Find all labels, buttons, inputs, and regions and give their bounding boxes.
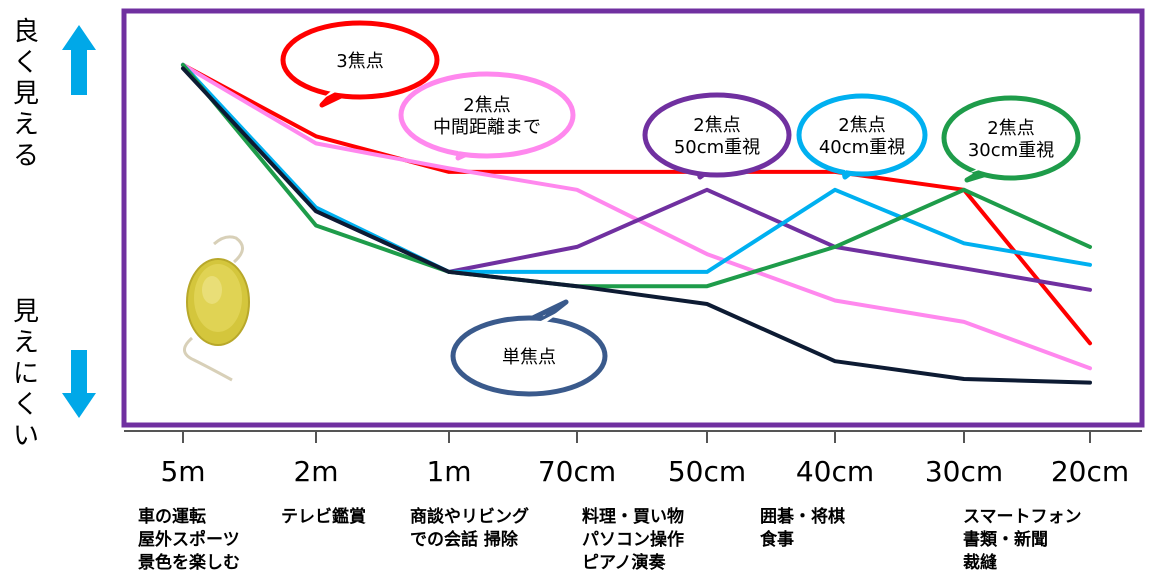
- x-ticks: 5m 2m 1m 70cm 50cm 40cm 30cm 20cm: [160, 431, 1129, 488]
- callout-5: 単焦点: [450, 299, 608, 397]
- series-line-5: [181, 66, 1092, 385]
- y-label-bottom-char: く: [13, 390, 39, 420]
- x-tick-label: 70cm: [538, 455, 616, 488]
- callout-bubble: [941, 95, 1081, 181]
- y-label-top-char: 良: [13, 17, 39, 47]
- x-tick-label: 50cm: [668, 455, 746, 488]
- callout-tail-fill: [845, 156, 861, 171]
- callout-tail-fill: [458, 137, 486, 152]
- callout-tail-fill: [700, 157, 716, 171]
- callout-bubble: [642, 92, 792, 178]
- x-tick-label: 2m: [293, 455, 338, 488]
- x-tick-label: 30cm: [925, 455, 1003, 488]
- activity-label: 車の運転: [138, 506, 206, 527]
- activity-label: 囲碁・将棋: [760, 506, 845, 527]
- callout-tail-fill: [967, 160, 1010, 174]
- callout-text: 40cm重視: [819, 137, 905, 158]
- callout-bubble: [450, 315, 608, 397]
- callout-text: 2焦点: [693, 115, 740, 136]
- series-line-1: [181, 62, 1092, 371]
- y-label-bottom-char: 見: [13, 297, 39, 327]
- series-line-3: [181, 62, 1092, 274]
- callout-text: 30cm重視: [968, 140, 1054, 161]
- activity-label: 景色を楽しむ: [138, 552, 240, 573]
- callout-text: 3焦点: [336, 51, 383, 72]
- x-tick-label: 20cm: [1051, 455, 1129, 488]
- plot-frame: [121, 8, 1145, 428]
- activity-label: テレビ鑑賞: [281, 506, 366, 527]
- callout-text: 2焦点: [463, 95, 510, 116]
- y-label-top-char: 見: [13, 79, 39, 109]
- callout-text: 中間距離まで: [433, 117, 541, 138]
- activity-label: パソコン操作: [582, 529, 684, 550]
- y-label-top-char: く: [13, 48, 39, 78]
- activity-label: 裁縫: [963, 552, 998, 573]
- callout-bubble: [796, 93, 928, 177]
- x-tick-label: 5m: [160, 455, 205, 488]
- down-arrow-icon: [62, 350, 96, 418]
- series-line-0: [181, 62, 1092, 346]
- callout-bubble: [398, 71, 576, 159]
- callout-0: 3焦点: [280, 20, 440, 108]
- y-label-bottom-char: え: [13, 328, 39, 358]
- activity-label: 屋外スポーツ: [138, 529, 240, 550]
- callout-bubble: [280, 20, 440, 100]
- y-label-bottom-char: い: [13, 421, 39, 451]
- y-label-top-char: え: [13, 110, 39, 140]
- callout-text: 50cm重視: [674, 137, 760, 158]
- y-label-bottom-char: に: [13, 359, 39, 389]
- callout-tail-fill: [513, 308, 566, 336]
- callout-text: 2焦点: [838, 115, 885, 136]
- activity-label: 書類・新聞: [963, 529, 1048, 550]
- activity-label: スマートフォン: [963, 507, 1082, 527]
- activity-label: 料理・買い物: [582, 506, 684, 527]
- series-layer: [181, 62, 1092, 385]
- callout-tail-fill: [322, 79, 359, 99]
- series-line-4: [181, 62, 1092, 289]
- x-tick-label: 40cm: [796, 455, 874, 488]
- activity-label: 商談やリビング: [410, 506, 529, 527]
- activity-label: ピアノ演奏: [582, 552, 666, 573]
- x-tick-label: 1m: [426, 455, 471, 488]
- activity-label: での会話 掃除: [410, 529, 519, 550]
- lens-icon: [183, 235, 250, 382]
- y-label-top-char: る: [13, 141, 39, 171]
- callout-text: 単焦点: [502, 347, 556, 368]
- series-line-2: [181, 62, 1092, 292]
- up-arrow-icon: [62, 25, 96, 95]
- activity-label: 食事: [760, 529, 794, 550]
- callout-text: 2焦点: [987, 118, 1034, 139]
